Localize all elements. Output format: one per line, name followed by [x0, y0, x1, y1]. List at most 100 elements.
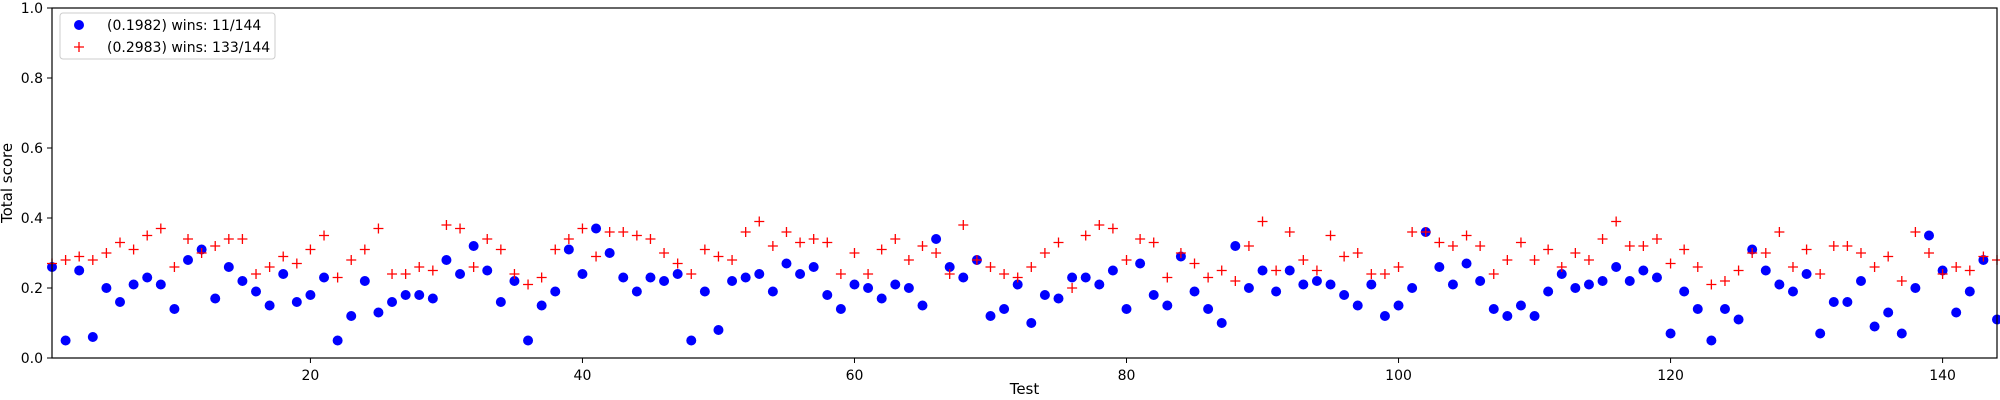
data-point-red-plus — [1189, 258, 1200, 269]
data-point-red-plus — [414, 262, 425, 272]
data-point-blue-circle — [890, 279, 901, 290]
data-point-blue-circle — [1488, 304, 1499, 314]
data-point-blue-circle — [781, 258, 792, 269]
data-point-red-plus — [917, 241, 928, 251]
data-point-red-plus — [1325, 230, 1336, 241]
data-point-blue-circle — [1597, 276, 1608, 286]
data-point-red-plus — [1434, 237, 1445, 248]
data-point-blue-circle — [1760, 265, 1771, 276]
data-point-blue-circle — [319, 272, 330, 283]
data-point-blue-circle — [468, 241, 479, 251]
data-point-blue-circle — [876, 293, 887, 304]
data-point-red-plus — [1978, 251, 1989, 262]
data-point-red-plus — [278, 251, 289, 262]
data-point-blue-circle — [713, 325, 724, 335]
data-point-blue-circle — [1311, 276, 1322, 286]
data-point-blue-circle — [455, 269, 466, 279]
data-point-red-plus — [659, 248, 670, 258]
data-point-blue-circle — [210, 293, 221, 304]
data-point-blue-circle — [1475, 276, 1486, 286]
data-point-red-plus — [1529, 255, 1540, 265]
data-point-blue-circle — [1923, 230, 1934, 241]
data-point-red-plus — [60, 255, 71, 265]
data-point-red-plus — [1162, 272, 1173, 283]
data-point-red-plus — [1175, 248, 1186, 258]
data-point-blue-circle — [1556, 269, 1567, 279]
legend-label-series-2: (0.2983) wins: 133/144 — [107, 40, 270, 56]
data-point-red-plus — [903, 255, 914, 265]
data-point-blue-circle — [346, 311, 357, 321]
data-point-red-plus — [1910, 227, 1921, 237]
data-point-red-plus — [1243, 241, 1254, 251]
data-point-blue-circle — [1583, 279, 1594, 290]
data-point-blue-circle — [1284, 265, 1295, 276]
data-point-blue-circle — [1883, 307, 1894, 318]
data-point-blue-circle — [577, 269, 588, 279]
data-point-blue-circle — [373, 307, 384, 318]
data-point-red-plus — [495, 244, 506, 255]
data-point-red-plus — [713, 251, 724, 262]
data-point-blue-circle — [1243, 283, 1254, 293]
data-point-blue-circle — [1992, 314, 2000, 325]
data-point-red-plus — [155, 223, 166, 234]
data-point-blue-circle — [1012, 279, 1023, 290]
data-point-blue-circle — [1529, 311, 1540, 321]
data-point-red-plus — [699, 244, 710, 255]
data-point-red-plus — [1284, 227, 1295, 237]
data-point-red-plus — [604, 227, 615, 237]
data-point-red-plus — [1719, 276, 1730, 286]
data-point-blue-circle — [1502, 311, 1513, 321]
data-point-blue-circle — [1869, 321, 1880, 332]
data-point-red-plus — [1393, 262, 1404, 272]
data-point-blue-circle — [427, 293, 438, 304]
data-point-red-plus — [1475, 241, 1486, 251]
data-point-red-plus — [1012, 272, 1023, 283]
data-point-red-plus — [1515, 237, 1526, 248]
data-point-red-plus — [822, 237, 833, 248]
data-point-red-plus — [1488, 269, 1499, 279]
data-point-blue-circle — [536, 300, 547, 311]
data-point-red-plus — [876, 244, 887, 255]
data-point-blue-circle — [237, 276, 248, 286]
data-point-red-plus — [1135, 234, 1146, 244]
data-point-red-plus — [1339, 251, 1350, 262]
data-point-blue-circle — [1733, 314, 1744, 325]
data-point-red-plus — [1760, 248, 1771, 258]
data-point-red-plus — [563, 234, 574, 244]
plot-frame — [51, 7, 1998, 359]
data-point-blue-circle — [87, 332, 98, 342]
x-axis-ticks: 20 40 60 80 100 120 140 — [302, 358, 1956, 384]
data-point-red-plus — [1298, 255, 1309, 265]
data-point-red-plus — [1651, 234, 1662, 244]
y-axis-ticks: 0.0 0.2 0.4 0.6 0.8 1.0 — [21, 1, 52, 367]
data-point-red-plus — [1611, 216, 1622, 227]
y-tick-label: 0.2 — [21, 281, 43, 297]
data-point-blue-circle — [931, 234, 942, 244]
data-point-blue-circle — [699, 286, 710, 297]
data-point-red-plus — [863, 269, 874, 279]
data-point-blue-circle — [631, 286, 642, 297]
data-point-red-plus — [944, 269, 955, 279]
data-point-red-plus — [1420, 227, 1431, 237]
data-point-red-plus — [128, 244, 139, 255]
data-point-red-plus — [1665, 258, 1676, 269]
data-point-red-plus — [1923, 248, 1934, 258]
data-point-red-plus — [1407, 227, 1418, 237]
data-point-red-plus — [971, 255, 982, 265]
data-point-red-plus — [1624, 241, 1635, 251]
data-point-blue-circle — [795, 269, 806, 279]
data-point-blue-circle — [1665, 328, 1676, 339]
data-point-red-plus — [1271, 265, 1282, 276]
data-point-blue-circle — [223, 262, 234, 272]
data-point-red-plus — [1679, 244, 1690, 255]
data-point-red-plus — [1366, 269, 1377, 279]
data-point-blue-circle — [1624, 276, 1635, 286]
data-point-red-plus — [1121, 255, 1132, 265]
data-point-red-plus — [1379, 269, 1390, 279]
data-point-red-plus — [1447, 241, 1458, 251]
data-point-blue-circle — [686, 335, 697, 346]
data-point-blue-circle — [155, 279, 166, 290]
data-point-red-plus — [183, 234, 194, 244]
data-point-red-plus — [400, 269, 411, 279]
data-point-red-plus — [223, 234, 234, 244]
